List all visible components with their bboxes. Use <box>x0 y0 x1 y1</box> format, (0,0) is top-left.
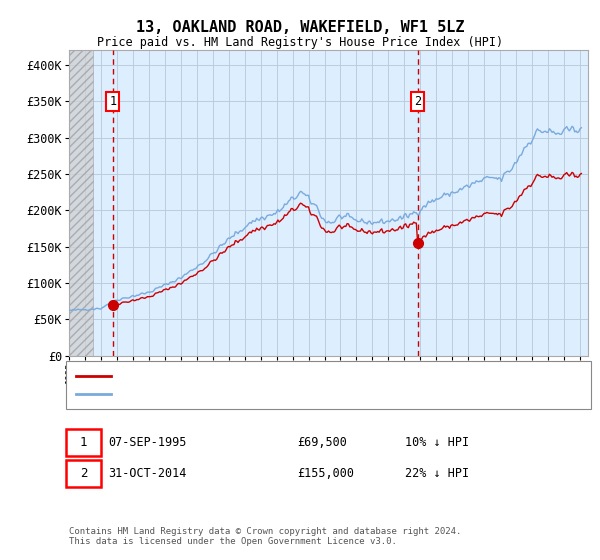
Text: 13, OAKLAND ROAD, WAKEFIELD, WF1 5LZ (detached house): 13, OAKLAND ROAD, WAKEFIELD, WF1 5LZ (de… <box>117 371 461 381</box>
Text: 2: 2 <box>80 466 87 480</box>
Text: 10% ↓ HPI: 10% ↓ HPI <box>405 436 469 449</box>
Text: 1: 1 <box>109 95 116 108</box>
Text: £155,000: £155,000 <box>297 466 354 480</box>
Text: 1: 1 <box>80 436 87 449</box>
Text: £69,500: £69,500 <box>297 436 347 449</box>
Bar <box>69 50 93 356</box>
Text: 22% ↓ HPI: 22% ↓ HPI <box>405 466 469 480</box>
Text: HPI: Average price, detached house, Wakefield: HPI: Average price, detached house, Wake… <box>117 389 409 399</box>
Text: 07-SEP-1995: 07-SEP-1995 <box>108 436 187 449</box>
Text: Contains HM Land Registry data © Crown copyright and database right 2024.
This d: Contains HM Land Registry data © Crown c… <box>69 526 461 546</box>
Text: 13, OAKLAND ROAD, WAKEFIELD, WF1 5LZ: 13, OAKLAND ROAD, WAKEFIELD, WF1 5LZ <box>136 20 464 35</box>
Text: 2: 2 <box>414 95 421 108</box>
Text: Price paid vs. HM Land Registry's House Price Index (HPI): Price paid vs. HM Land Registry's House … <box>97 36 503 49</box>
Text: 31-OCT-2014: 31-OCT-2014 <box>108 466 187 480</box>
